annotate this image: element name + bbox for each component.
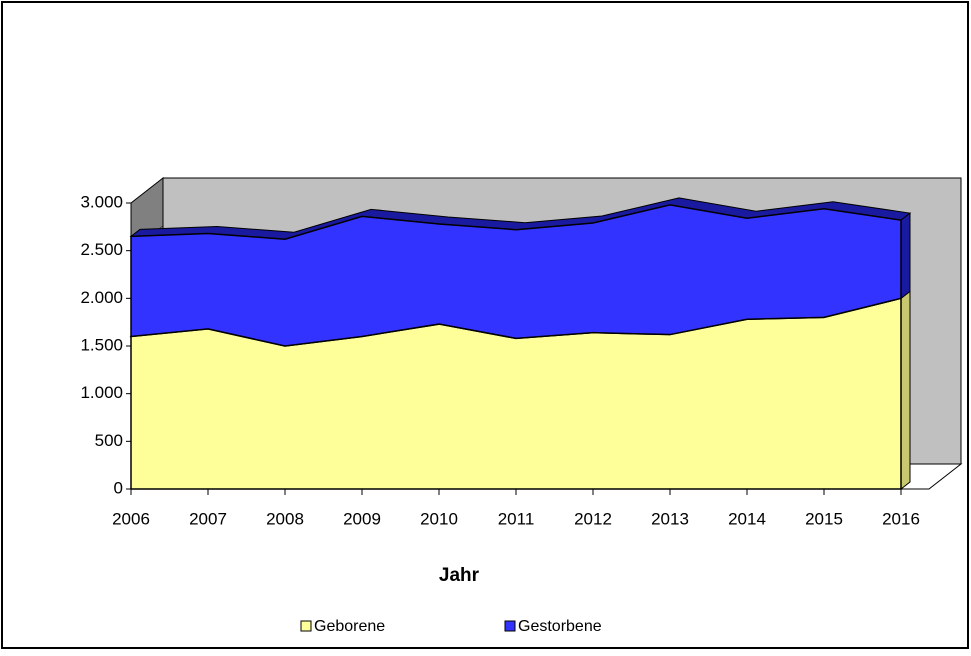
x-tick-label: 2012 xyxy=(574,509,612,528)
x-tick-label: 2013 xyxy=(651,509,689,528)
y-tick-label: 0 xyxy=(114,478,123,497)
y-tick-label: 3.000 xyxy=(80,192,123,211)
x-tick-label: 2015 xyxy=(805,509,843,528)
x-tick-label: 2009 xyxy=(343,509,381,528)
y-tick-label: 500 xyxy=(95,431,123,450)
x-axis-title: Jahr xyxy=(439,565,480,586)
y-tick-label: 1.500 xyxy=(80,335,123,354)
back-grid-line xyxy=(130,177,164,204)
area-side-face xyxy=(900,212,911,300)
area xyxy=(130,204,902,347)
legend-swatch xyxy=(300,620,312,632)
legend-label: Geborene xyxy=(314,618,385,635)
x-tick-label: 2010 xyxy=(420,509,458,528)
x-tick-label: 2014 xyxy=(728,509,766,528)
x-tick-label: 2011 xyxy=(498,509,535,528)
y-tick-label: 2.500 xyxy=(80,240,123,259)
y-tick-label: 1.000 xyxy=(80,383,123,402)
y-tick-label: 2.000 xyxy=(80,288,123,307)
legend-label: Gestorbene xyxy=(518,618,602,635)
x-tick-label: 2007 xyxy=(189,509,227,528)
x-tick-label: 2006 xyxy=(112,509,150,528)
area-side-face xyxy=(900,290,911,491)
x-tick-label: 2016 xyxy=(882,509,920,528)
x-tick-label: 2008 xyxy=(266,509,304,528)
legend-swatch xyxy=(504,620,516,632)
